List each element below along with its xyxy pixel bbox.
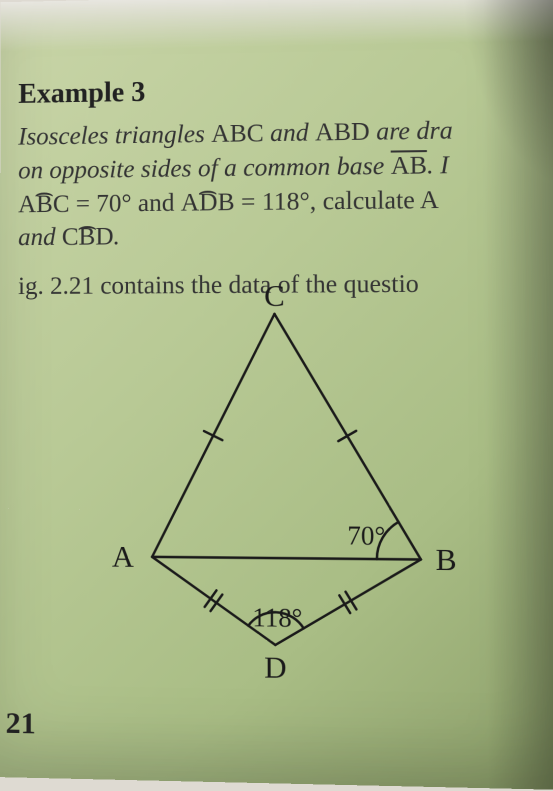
problem-statement: Isosceles triangles ABC and ABD are dra … [18, 112, 553, 255]
svg-text:70°: 70° [347, 521, 385, 551]
text: and [18, 224, 62, 251]
svg-text:D: D [264, 651, 286, 685]
svg-text:C: C [264, 279, 285, 313]
text: are dra [370, 117, 453, 146]
page-content: Example 3 Isosceles triangles ABC and AB… [8, 8, 553, 686]
text: . I [427, 152, 449, 180]
arc-cbd: CBD [62, 224, 114, 251]
text: and [264, 119, 315, 147]
figure-container: CABD70°118° [18, 292, 553, 685]
arc-adb: ADB [181, 188, 235, 216]
example-heading: Example 3 [18, 69, 553, 110]
geometry-figure: CABD70°118° [71, 292, 506, 684]
arc-abc: ABC [18, 190, 69, 217]
triangle-abc: ABC [211, 120, 264, 148]
page-number: 21 [6, 707, 36, 742]
segment-ab: AB [391, 152, 427, 180]
text: = 118°, calculate A [235, 186, 439, 216]
svg-text:B: B [435, 543, 456, 577]
text: Isosceles triangles [18, 121, 211, 151]
textbook-page: Example 3 Isosceles triangles ABC and AB… [0, 0, 553, 790]
text: . [114, 224, 120, 251]
svg-text:A: A [111, 540, 133, 574]
triangle-abd: ABD [315, 118, 370, 146]
svg-text:118°: 118° [252, 603, 302, 633]
